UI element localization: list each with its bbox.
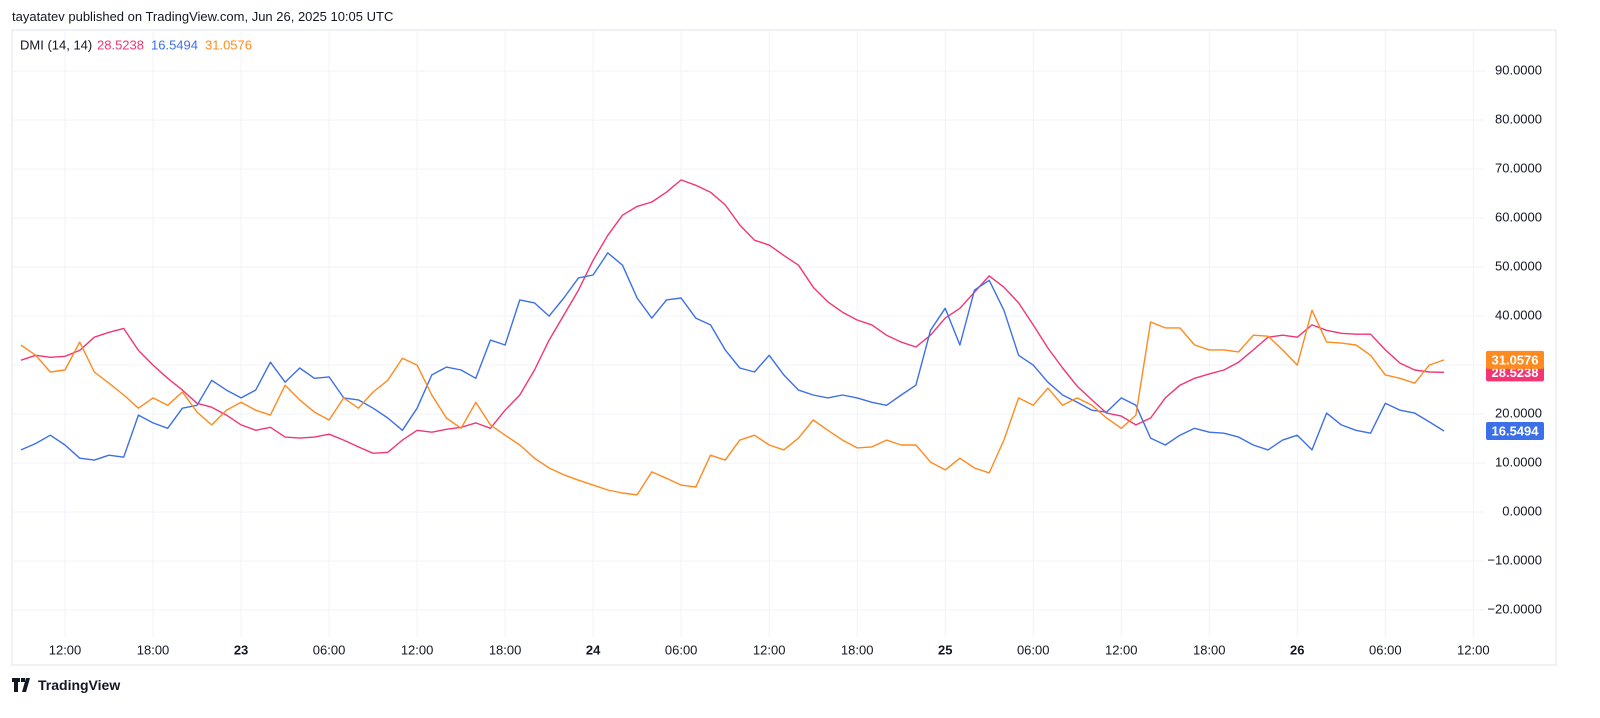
y-tick-label: 50.0000 [1495,259,1542,274]
price-badge-label: 31.0576 [1492,352,1539,367]
y-tick-label: 90.0000 [1495,63,1542,78]
x-tick-label: 12:00 [753,642,786,657]
dmi-line [20,309,1445,496]
x-tick-label: 06:00 [665,642,698,657]
footer: TradingView [12,677,120,693]
brand: TradingView [38,677,121,693]
x-tick-label: 06:00 [313,642,346,657]
y-tick-label: −20.0000 [1487,601,1542,616]
x-tick-label: 18:00 [137,642,170,657]
x-tick-label: 24 [586,642,601,657]
y-tick-label: 60.0000 [1495,210,1542,225]
price-badge [1486,350,1544,369]
x-tick-label: 12:00 [401,642,434,657]
y-tick-label: 20.0000 [1495,406,1542,421]
y-tick-label: 10.0000 [1495,455,1542,470]
y-tick-label: −10.0000 [1487,553,1542,568]
x-tick-label: 12:00 [1457,642,1490,657]
dmi-line [20,252,1445,461]
chart-frame [11,29,1557,666]
legend-title: DMI (14, 14) [20,37,92,52]
x-tick-label: 12:00 [49,642,82,657]
legend-value: 31.0576 [205,37,252,52]
x-tick-label: 12:00 [1105,642,1138,657]
x-tick-label: 23 [234,642,248,657]
y-tick-label: 40.0000 [1495,308,1542,323]
legend-value: 28.5238 [97,37,144,52]
x-tick-label: 18:00 [1193,642,1226,657]
logo [12,678,30,692]
price-badge-label: 16.5494 [1492,423,1540,438]
legend-value: 16.5494 [151,37,198,52]
y-tick-label: 0.0000 [1502,504,1542,519]
y-tick-label: 70.0000 [1495,161,1542,176]
x-tick-label: 26 [1290,642,1304,657]
x-tick-label: 25 [938,642,952,657]
y-tick-label: 80.0000 [1495,112,1542,127]
price-badge [1486,421,1544,440]
dmi-line [20,179,1445,454]
published-note: tayatatev published on TradingView.com, … [12,9,394,24]
x-tick-label: 18:00 [841,642,874,657]
x-tick-label: 06:00 [1017,642,1050,657]
x-tick-label: 18:00 [489,642,522,657]
x-tick-label: 06:00 [1369,642,1402,657]
